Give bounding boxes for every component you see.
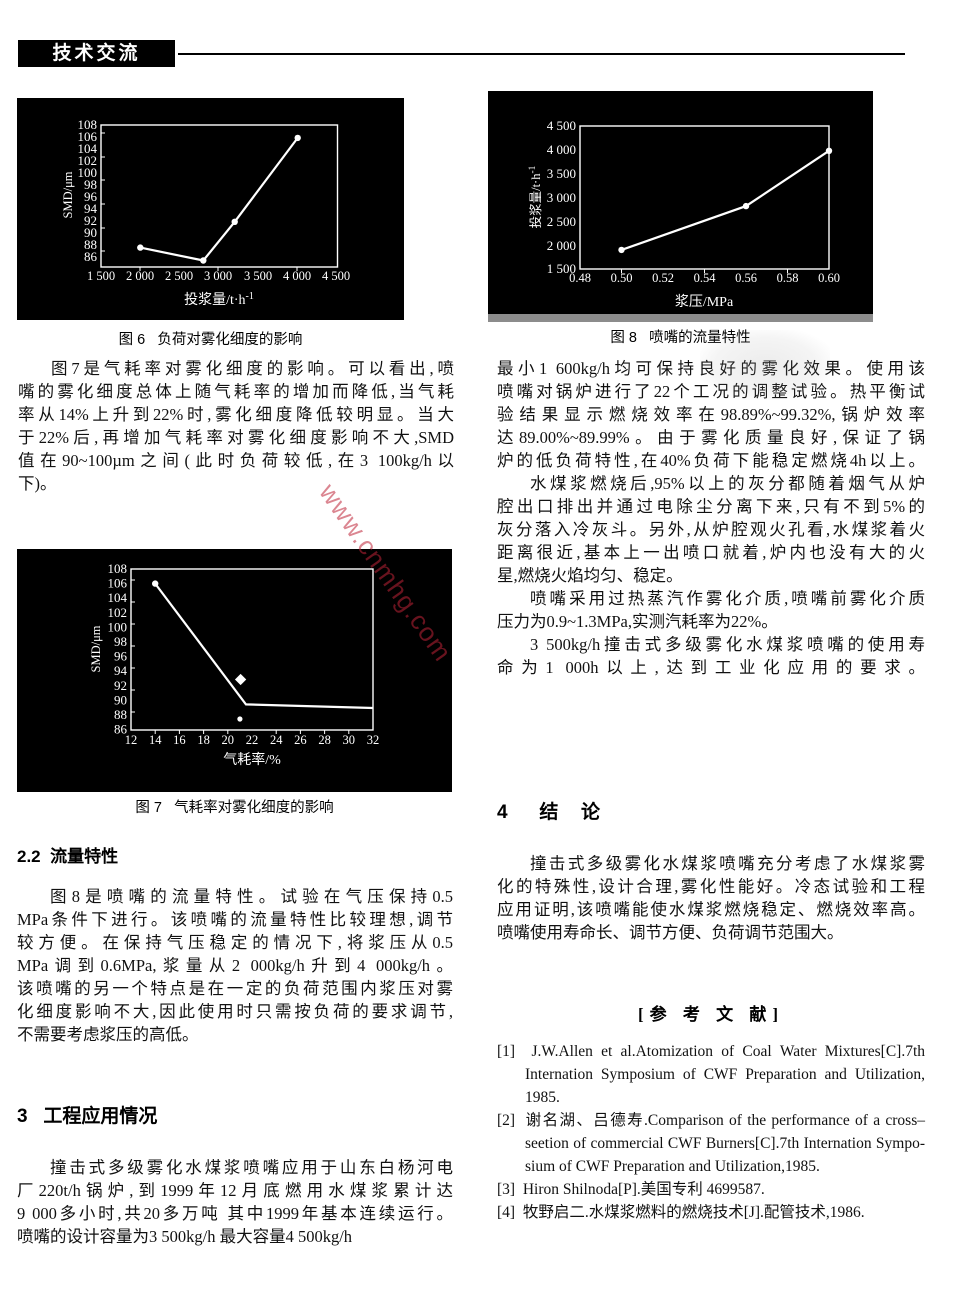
svg-text:28: 28 [318,733,331,747]
svg-text:浆压/MPa: 浆压/MPa [675,294,734,310]
svg-text:4 000: 4 000 [283,269,311,283]
svg-text:0.54: 0.54 [694,271,717,285]
svg-text:106: 106 [108,576,128,591]
svg-text:SMD/μm: SMD/μm [89,625,103,672]
svg-text:气耗率/%: 气耗率/% [223,751,281,768]
svg-text:26: 26 [294,733,307,747]
svg-text:0.60: 0.60 [818,271,840,285]
svg-text:3 000: 3 000 [204,269,232,283]
svg-text:3 500: 3 500 [244,269,272,283]
svg-text:0.50: 0.50 [611,271,633,285]
svg-text:4 500: 4 500 [322,269,350,283]
svg-text:20: 20 [222,733,235,747]
svg-text:86: 86 [84,249,98,264]
svg-text:24: 24 [270,733,283,747]
svg-text:18: 18 [197,733,210,747]
svg-text:3 500: 3 500 [547,166,576,181]
svg-text:16: 16 [173,733,186,747]
svg-text:2 000: 2 000 [126,269,154,283]
svg-text:4 000: 4 000 [547,142,576,157]
svg-text:96: 96 [114,649,128,664]
svg-text:1 500: 1 500 [87,269,115,283]
svg-text:SMD/μm: SMD/μm [61,171,75,218]
svg-text:90: 90 [114,692,127,707]
svg-text:92: 92 [114,678,127,693]
svg-text:投浆量/t·h-1: 投浆量/t·h-1 [184,291,254,308]
svg-text:0.52: 0.52 [652,271,674,285]
svg-text:2 500: 2 500 [165,269,193,283]
svg-text:30: 30 [343,733,356,747]
svg-text:0.58: 0.58 [777,271,799,285]
svg-text:22: 22 [246,733,259,747]
svg-text:104: 104 [108,590,128,605]
svg-text:94: 94 [114,663,128,678]
svg-text:32: 32 [367,733,380,747]
svg-text:100: 100 [108,619,128,634]
svg-text:14: 14 [149,733,162,747]
svg-text:88: 88 [114,707,127,722]
svg-text:4 500: 4 500 [547,118,576,133]
svg-text:108: 108 [108,561,128,576]
svg-text:0.48: 0.48 [569,271,591,285]
svg-text:投浆量/t·h-1: 投浆量/t·h-1 [528,165,543,228]
svg-text:0.56: 0.56 [735,271,757,285]
svg-text:2 000: 2 000 [547,238,576,253]
svg-text:12: 12 [125,733,138,747]
svg-text:98: 98 [114,634,127,649]
svg-text:3 000: 3 000 [547,190,576,205]
svg-text:2 500: 2 500 [547,214,576,229]
svg-text:102: 102 [108,605,128,620]
